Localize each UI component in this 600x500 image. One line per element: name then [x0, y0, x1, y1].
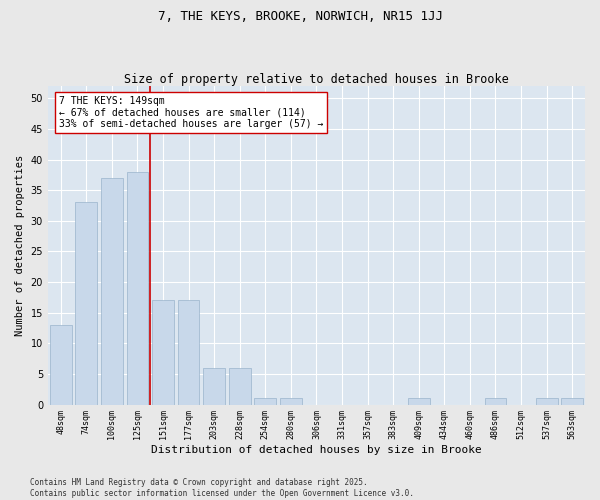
Y-axis label: Number of detached properties: Number of detached properties — [15, 154, 25, 336]
Bar — [229, 368, 251, 405]
Bar — [485, 398, 506, 404]
Bar — [408, 398, 430, 404]
Bar — [203, 368, 225, 405]
Text: 7, THE KEYS, BROOKE, NORWICH, NR15 1JJ: 7, THE KEYS, BROOKE, NORWICH, NR15 1JJ — [157, 10, 443, 23]
Text: Contains HM Land Registry data © Crown copyright and database right 2025.
Contai: Contains HM Land Registry data © Crown c… — [30, 478, 414, 498]
Bar — [562, 398, 583, 404]
Bar — [76, 202, 97, 404]
Bar — [178, 300, 199, 405]
Title: Size of property relative to detached houses in Brooke: Size of property relative to detached ho… — [124, 73, 509, 86]
Bar — [101, 178, 123, 404]
Bar — [536, 398, 557, 404]
Bar — [127, 172, 148, 404]
Bar — [50, 325, 71, 404]
Bar — [254, 398, 276, 404]
Bar — [152, 300, 174, 405]
X-axis label: Distribution of detached houses by size in Brooke: Distribution of detached houses by size … — [151, 445, 482, 455]
Bar — [280, 398, 302, 404]
Text: 7 THE KEYS: 149sqm
← 67% of detached houses are smaller (114)
33% of semi-detach: 7 THE KEYS: 149sqm ← 67% of detached hou… — [59, 96, 323, 129]
